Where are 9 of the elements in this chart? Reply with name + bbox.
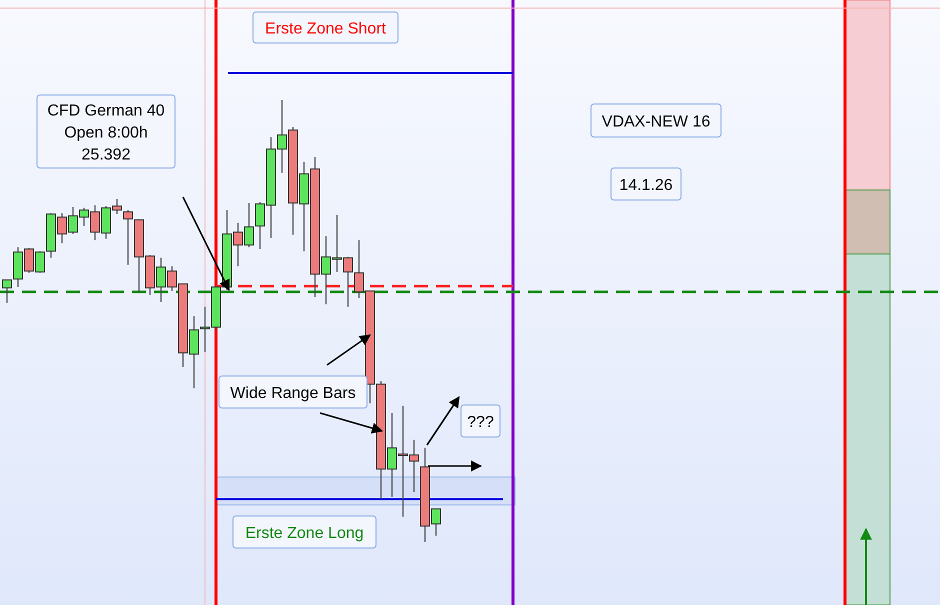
text: VDAX-NEW 16 bbox=[602, 114, 710, 130]
text: Erste Zone Short bbox=[265, 20, 387, 38]
annotation: CFD German 40 Open 8:00h 25.392 bbox=[47, 102, 165, 164]
candlestick bbox=[2, 279, 12, 304]
annotation: Wide Range Bars bbox=[230, 385, 356, 402]
annotation: Erste Zone Long bbox=[245, 525, 364, 542]
candlestick bbox=[123, 209, 133, 266]
text: 14.1.26 bbox=[619, 177, 673, 194]
text: ??? bbox=[467, 414, 494, 431]
